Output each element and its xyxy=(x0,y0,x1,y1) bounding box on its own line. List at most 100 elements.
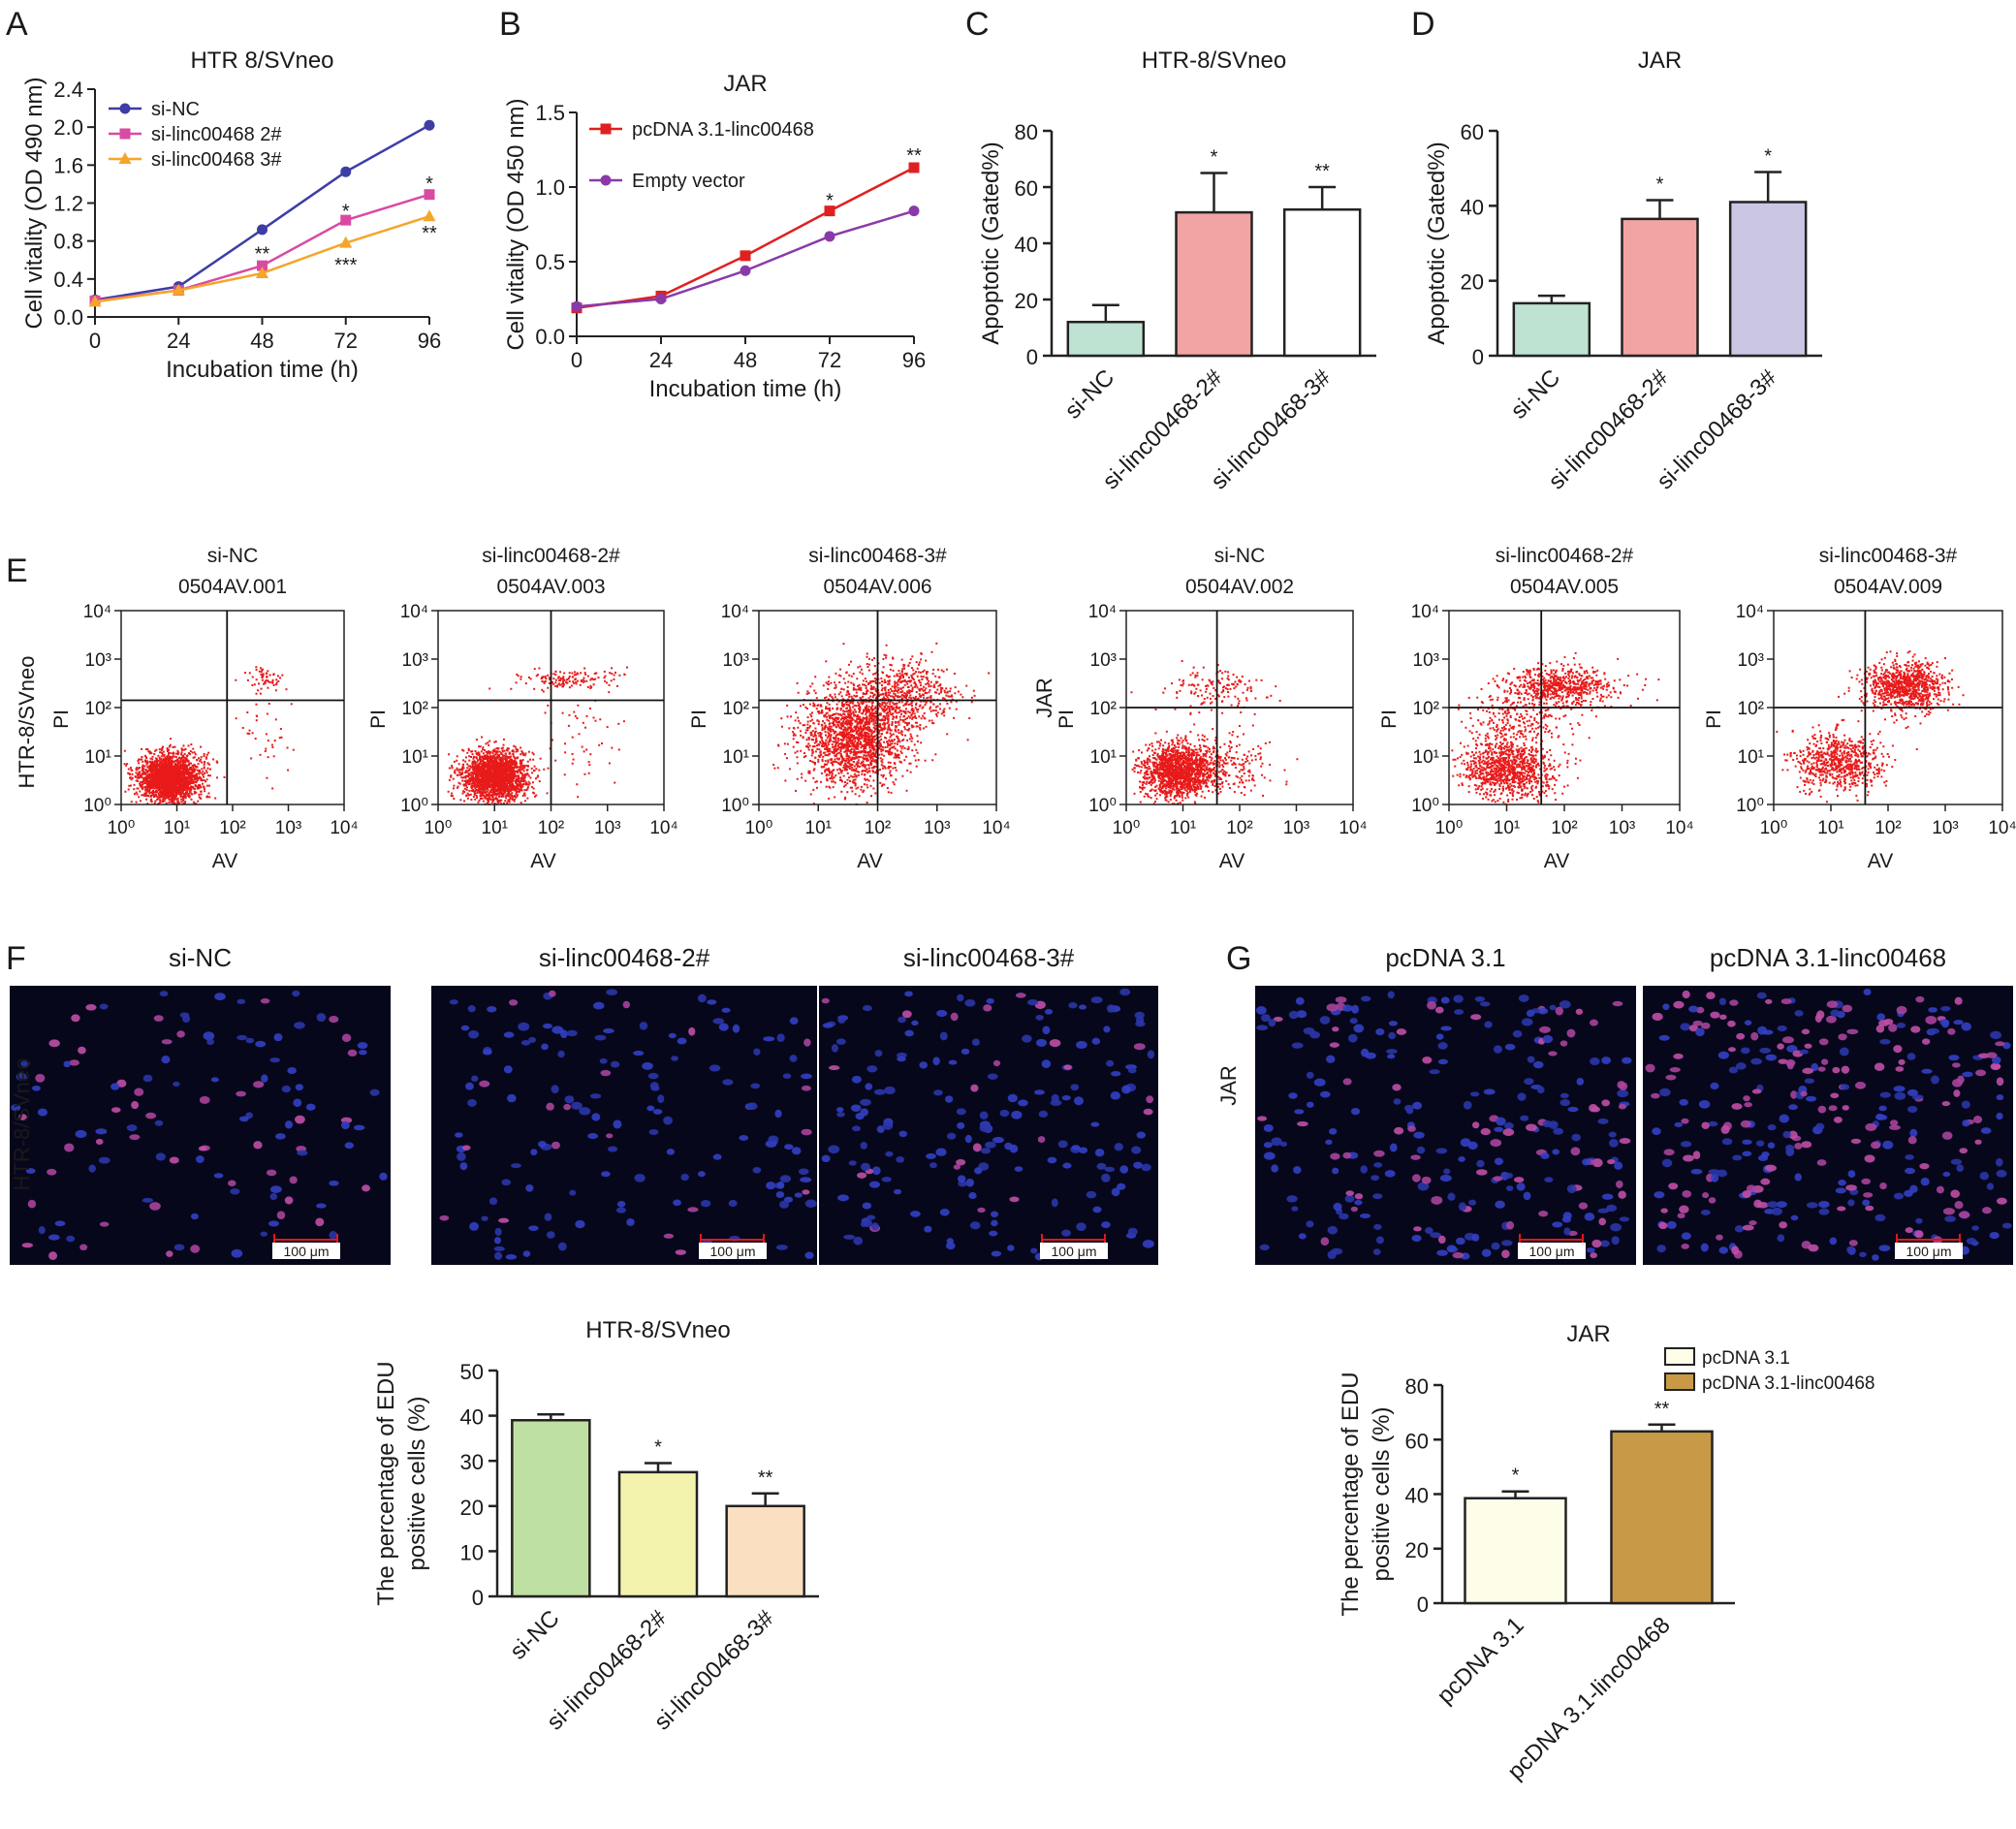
flow-event xyxy=(551,739,553,741)
flow-event xyxy=(523,776,526,779)
flow-event xyxy=(521,773,524,776)
flow-plot: 10⁰10⁰10¹10¹10²10²10³10³10⁴10⁴si-linc004… xyxy=(688,545,1011,872)
flow-event xyxy=(487,758,489,761)
flow-event xyxy=(292,748,295,751)
flow-event xyxy=(266,712,268,715)
flow-event xyxy=(827,698,830,701)
flow-event xyxy=(183,748,186,751)
flow-event xyxy=(158,770,161,773)
flow-event xyxy=(183,777,186,780)
flow-event xyxy=(478,790,481,793)
flow-event xyxy=(190,798,193,801)
flow-event xyxy=(512,766,515,769)
y-tick-label: 10 xyxy=(460,1540,484,1564)
flow-event xyxy=(146,766,149,769)
flow-event xyxy=(165,762,168,765)
flow-event xyxy=(456,755,458,758)
significance-mark: * xyxy=(826,190,834,211)
flow-event xyxy=(155,760,158,763)
flow-event xyxy=(141,780,143,783)
flow-event xyxy=(510,764,513,767)
x-axis-label: Incubation time (h) xyxy=(166,357,359,383)
flow-event xyxy=(166,797,169,800)
flow-event xyxy=(467,780,470,783)
flow-event xyxy=(583,750,585,753)
flow-event xyxy=(185,767,188,770)
flow-event xyxy=(465,784,468,787)
flow-event xyxy=(173,766,176,769)
flow-event xyxy=(505,755,508,758)
flow-event xyxy=(547,674,550,677)
flow-event xyxy=(472,766,475,769)
y-tick-label: 30 xyxy=(460,1450,484,1474)
flow-event xyxy=(246,732,249,735)
flow-event xyxy=(181,763,184,766)
flow-event xyxy=(128,773,131,776)
flow-event xyxy=(148,765,151,768)
y-tick-label: 40 xyxy=(460,1405,484,1430)
flow-event xyxy=(487,774,489,777)
flow-event xyxy=(461,773,464,775)
flow-event xyxy=(495,752,498,755)
flow-event xyxy=(161,791,164,794)
flow-event xyxy=(461,792,464,795)
flow-event xyxy=(492,761,495,764)
flow-event xyxy=(554,684,557,687)
y-tick-label: 0.0 xyxy=(535,325,565,349)
flow-event xyxy=(479,787,482,790)
flow-event xyxy=(190,775,193,778)
flow-event xyxy=(159,765,162,768)
flow-event xyxy=(141,747,143,750)
flow-event xyxy=(482,761,485,764)
flow-event xyxy=(456,767,458,770)
flow-event xyxy=(522,780,525,783)
flow-event xyxy=(488,775,490,778)
flow-event xyxy=(144,773,147,775)
flow-event xyxy=(212,758,215,761)
flow-event xyxy=(491,751,494,754)
flow-event xyxy=(162,791,165,794)
flow-event xyxy=(157,789,160,792)
flow-event xyxy=(514,756,517,759)
flow-event xyxy=(470,787,473,790)
panel-label-a: A xyxy=(6,6,28,43)
flow-event xyxy=(535,768,538,771)
flow-event xyxy=(251,683,254,686)
flow-event xyxy=(459,769,462,772)
flow-event xyxy=(490,783,493,786)
flow-event xyxy=(493,775,496,778)
flow-event xyxy=(498,758,501,761)
flow-event xyxy=(188,782,191,785)
flow-event xyxy=(503,767,506,770)
flow-event xyxy=(513,800,516,803)
flow-event xyxy=(492,750,495,753)
flow-event xyxy=(559,678,562,681)
flow-event xyxy=(489,765,492,768)
flow-event xyxy=(161,777,164,780)
flow-event xyxy=(275,683,278,686)
flow-event xyxy=(155,769,158,772)
flow-event xyxy=(478,799,481,802)
flow-event xyxy=(195,781,198,784)
flow-event xyxy=(204,772,206,774)
flow-event xyxy=(494,766,497,769)
flow-event xyxy=(174,780,177,783)
flow-event xyxy=(511,792,514,795)
flow-event xyxy=(134,774,137,777)
flow-event xyxy=(559,677,562,679)
flow-event xyxy=(467,749,470,752)
flow-event xyxy=(199,776,202,779)
flow-event xyxy=(509,759,512,762)
flow-event xyxy=(198,793,201,796)
flow-event xyxy=(172,803,174,805)
flow-event xyxy=(158,763,161,766)
flow-event xyxy=(146,790,149,793)
flow-event xyxy=(157,792,160,795)
flow-event xyxy=(474,765,477,768)
flow-event xyxy=(180,787,183,790)
flow-event xyxy=(163,767,166,770)
flow-event xyxy=(183,774,186,777)
flow-event xyxy=(143,765,146,768)
flow-event xyxy=(486,766,488,769)
